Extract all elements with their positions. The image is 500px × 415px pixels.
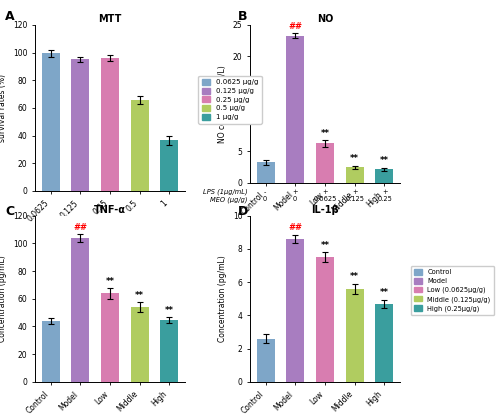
Bar — [131, 100, 148, 191]
Text: 0.125: 0.125 — [346, 196, 364, 202]
Text: A: A — [5, 10, 15, 23]
Text: D: D — [238, 205, 248, 218]
Bar — [72, 59, 89, 191]
Text: +: + — [352, 189, 358, 195]
Text: +: + — [322, 189, 328, 195]
Bar — [131, 307, 148, 382]
Bar — [72, 238, 89, 382]
Text: MEO (μg/g): MEO (μg/g) — [210, 196, 248, 203]
Bar — [286, 239, 304, 382]
Text: **: ** — [350, 272, 359, 281]
Text: **: ** — [320, 129, 330, 138]
Bar — [160, 140, 178, 191]
Text: **: ** — [165, 306, 174, 315]
Text: **: ** — [135, 291, 144, 300]
Text: ##: ## — [74, 223, 88, 232]
Bar — [346, 289, 364, 382]
Text: 0: 0 — [263, 196, 267, 202]
Bar — [160, 320, 178, 382]
Legend: Control, Model, Low (0.0625μg/g), Middle (0.125μg/g), High (0.25μg/g): Control, Model, Low (0.0625μg/g), Middle… — [411, 266, 494, 315]
Text: 0: 0 — [293, 196, 297, 202]
Text: 0.25: 0.25 — [378, 196, 392, 202]
Text: **: ** — [350, 154, 359, 164]
X-axis label: MEO concentration (μg/g): MEO concentration (μg/g) — [61, 229, 159, 238]
Title: NO: NO — [317, 14, 333, 24]
Text: **: ** — [320, 241, 330, 250]
Bar — [376, 169, 393, 183]
Bar — [316, 257, 334, 382]
Legend: 0.0625 μg/g, 0.125 μg/g, 0.25 μg/g, 0.5 μg/g, 1 μg/g: 0.0625 μg/g, 0.125 μg/g, 0.25 μg/g, 0.5 … — [198, 76, 262, 124]
Y-axis label: NO content (μmol/L): NO content (μmol/L) — [218, 65, 227, 143]
Text: **: ** — [106, 277, 114, 286]
Bar — [346, 168, 364, 183]
Bar — [257, 162, 274, 183]
Text: **: ** — [380, 156, 389, 165]
Y-axis label: Concentration (pg/mL): Concentration (pg/mL) — [218, 255, 227, 342]
Title: TNF-α: TNF-α — [94, 205, 126, 215]
Title: MTT: MTT — [98, 14, 122, 24]
Y-axis label: survival rates (%): survival rates (%) — [0, 74, 8, 142]
Text: ##: ## — [288, 22, 302, 31]
Bar — [376, 304, 393, 382]
Bar — [101, 293, 119, 382]
Text: +: + — [292, 189, 298, 195]
Bar — [42, 53, 60, 191]
Bar — [257, 339, 274, 382]
Text: C: C — [5, 205, 14, 218]
Bar — [101, 58, 119, 191]
Text: 0.0625: 0.0625 — [314, 196, 336, 202]
Text: -: - — [264, 189, 266, 195]
Text: B: B — [238, 10, 247, 23]
Text: LPS (1μg/mL): LPS (1μg/mL) — [203, 189, 248, 195]
Bar — [286, 36, 304, 183]
Bar — [42, 321, 60, 382]
Text: ##: ## — [288, 223, 302, 232]
Y-axis label: Concentration (pg/mL): Concentration (pg/mL) — [0, 255, 8, 342]
Text: +: + — [382, 189, 388, 195]
Title: IL-1β: IL-1β — [311, 205, 339, 215]
Bar — [316, 144, 334, 183]
Text: **: ** — [380, 288, 389, 297]
